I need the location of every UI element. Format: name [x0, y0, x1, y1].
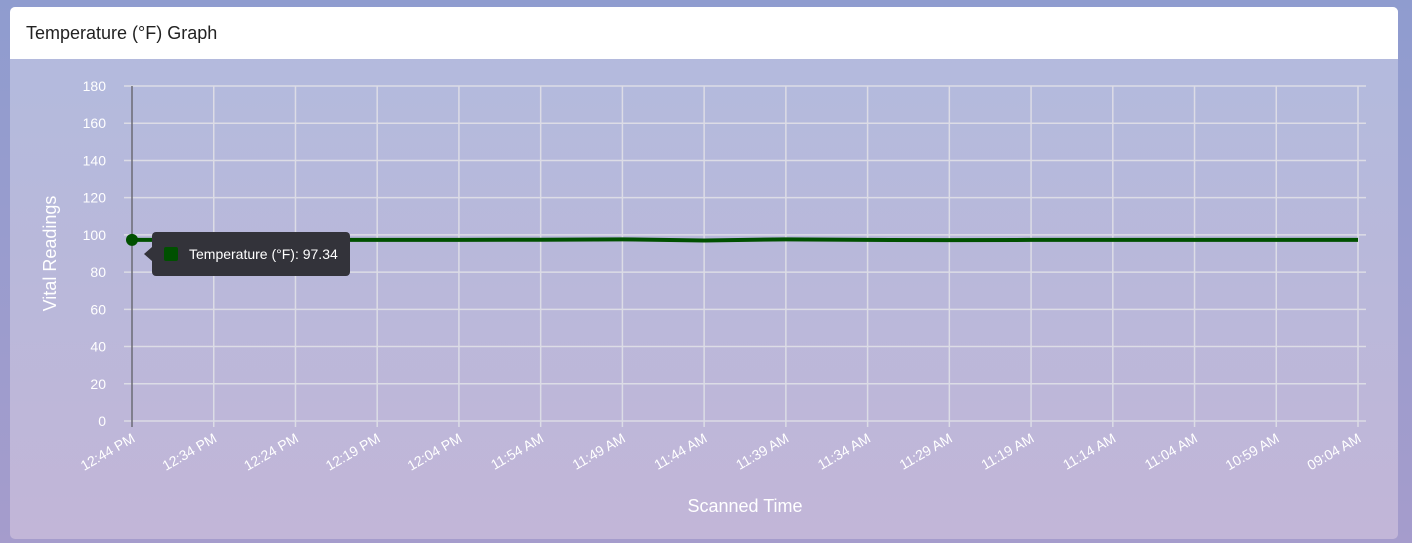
- y-tick-label: 160: [83, 115, 107, 131]
- y-tick-label: 60: [90, 301, 106, 317]
- y-tick-label: 20: [90, 376, 106, 392]
- x-tick-label: 11:49 AM: [570, 430, 628, 473]
- x-axis-title: Scanned Time: [687, 496, 802, 516]
- x-tick-label: 11:14 AM: [1060, 430, 1118, 473]
- y-tick-label: 120: [83, 190, 107, 206]
- x-tick-label: 11:19 AM: [978, 430, 1036, 473]
- y-tick-label: 80: [90, 264, 106, 280]
- x-tick-label: 10:59 AM: [1223, 430, 1282, 473]
- x-tick-label: 12:24 PM: [241, 430, 301, 474]
- y-tick-label: 0: [98, 413, 106, 429]
- x-tick-label: 11:39 AM: [733, 430, 791, 473]
- data-point-hovered: [126, 233, 138, 246]
- y-axis-title: Vital Readings: [40, 196, 60, 312]
- y-tick-label: 40: [90, 339, 106, 355]
- x-tick-label: 12:04 PM: [405, 430, 465, 474]
- y-tick-label: 100: [83, 227, 107, 243]
- x-tick-label: 11:54 AM: [488, 430, 546, 473]
- x-tick-label: 12:34 PM: [159, 430, 219, 474]
- y-tick-label: 180: [83, 78, 107, 94]
- tooltip-text: Temperature (°F): 97.34: [189, 246, 338, 262]
- chart-title: Temperature (°F) Graph: [26, 22, 218, 43]
- x-tick-label: 11:04 AM: [1142, 430, 1200, 473]
- y-tick-label: 140: [83, 152, 107, 168]
- x-tick-label: 11:29 AM: [896, 430, 954, 473]
- card-header: Temperature (°F) Graph: [10, 7, 1398, 59]
- x-tick-label: 11:44 AM: [651, 430, 709, 473]
- x-tick-label: 09:04 AM: [1304, 430, 1363, 473]
- chart-tooltip: Temperature (°F): 97.34: [144, 232, 350, 276]
- x-tick-label: 12:44 PM: [78, 430, 138, 474]
- legend-swatch: [164, 247, 178, 261]
- x-tick-label: 12:19 PM: [323, 430, 383, 474]
- x-tick-label: 11:34 AM: [815, 430, 873, 473]
